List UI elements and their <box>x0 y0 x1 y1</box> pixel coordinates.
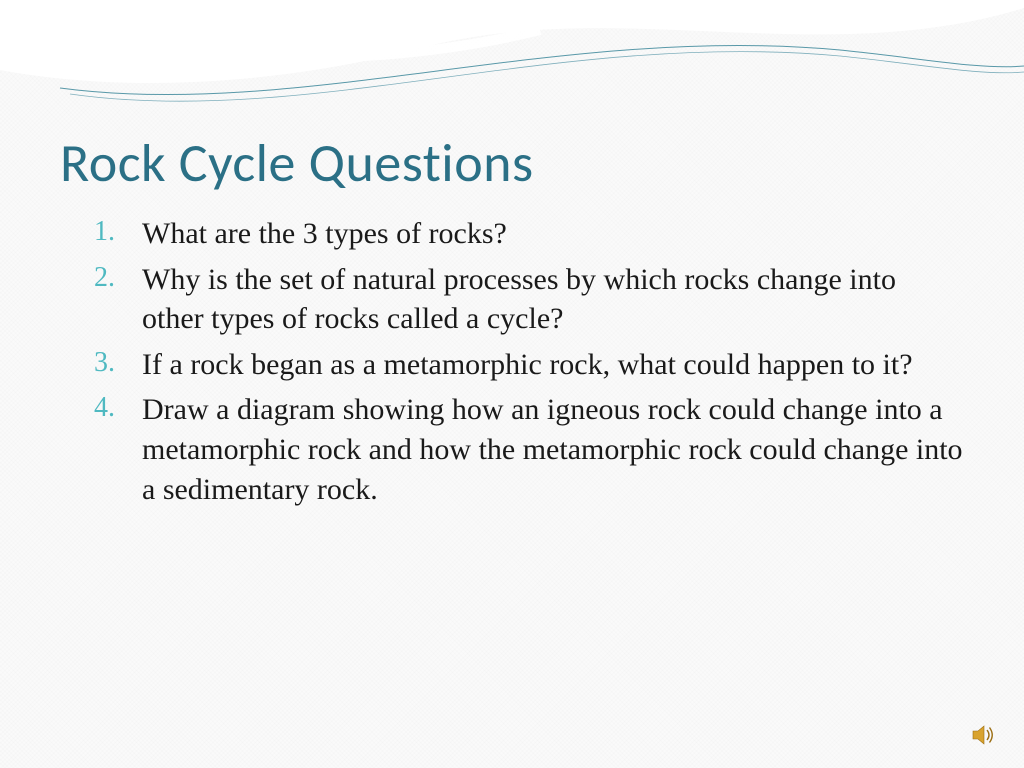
question-item: Draw a diagram showing how an igneous ro… <box>142 390 964 509</box>
question-item: Why is the set of natural processes by w… <box>142 260 964 339</box>
question-item: What are the 3 types of rocks? <box>142 214 964 254</box>
slide-content: Rock Cycle Questions What are the 3 type… <box>0 0 1024 509</box>
question-item: If a rock began as a metamorphic rock, w… <box>142 345 964 385</box>
speaker-icon[interactable] <box>972 724 998 746</box>
question-list: What are the 3 types of rocks? Why is th… <box>60 214 964 509</box>
slide-title: Rock Cycle Questions <box>60 130 964 196</box>
